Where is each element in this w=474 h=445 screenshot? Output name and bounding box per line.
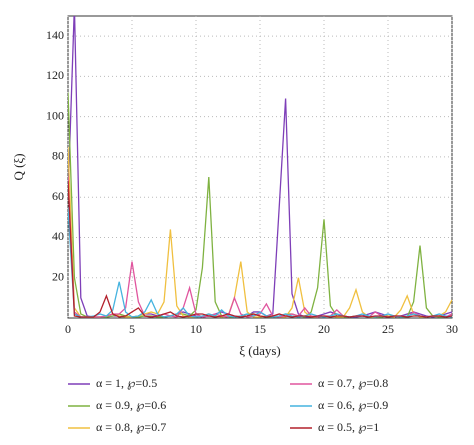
plot-lines [68, 16, 452, 318]
y-axis-label: Q (ξ) [11, 153, 26, 180]
legend-label: α = 0.5, ℘=1 [318, 420, 379, 434]
y-tick-label: 80 [52, 149, 64, 163]
y-tick-label: 60 [52, 189, 64, 203]
legend-label: α = 0.8, ℘=0.7 [96, 420, 166, 434]
legend-label: α = 0.7, ℘=0.8 [318, 376, 388, 390]
y-tick-label: 40 [52, 229, 64, 243]
series-line [68, 181, 452, 318]
x-tick-label: 0 [65, 322, 71, 336]
legend-label: α = 0.6, ℘=0.9 [318, 398, 388, 412]
y-tick-label: 140 [46, 28, 64, 42]
legend-label: α = 1, ℘=0.5 [96, 376, 157, 390]
y-tick-label: 100 [46, 108, 64, 122]
x-tick-label: 20 [318, 322, 330, 336]
x-tick-label: 15 [254, 322, 266, 336]
x-tick-label: 25 [382, 322, 394, 336]
x-tick-label: 30 [446, 322, 458, 336]
series-line [68, 207, 452, 318]
x-axis-label: ξ (days) [239, 343, 281, 358]
y-tick-label: 20 [52, 269, 64, 283]
legend-label: α = 0.9, ℘=0.6 [96, 398, 166, 412]
x-tick-label: 5 [129, 322, 135, 336]
x-tick-label: 10 [190, 322, 202, 336]
y-tick-label: 120 [46, 68, 64, 82]
